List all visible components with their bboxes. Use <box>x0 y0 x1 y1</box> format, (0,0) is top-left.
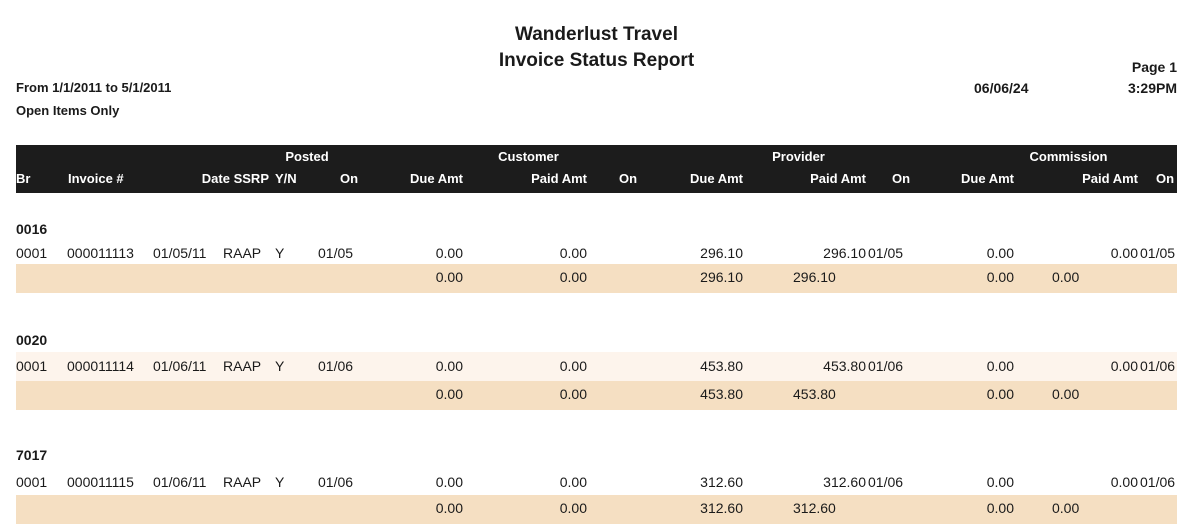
total-customer-due: 0.00 <box>435 500 463 516</box>
total-commission-paid: 0.00 <box>1052 386 1080 402</box>
group-code: 0020 <box>16 332 48 348</box>
col-commission-on: On <box>1156 171 1175 186</box>
col-provider-due: Due Amt <box>690 171 743 186</box>
group-code: 0016 <box>16 221 48 237</box>
col-provider-paid: Paid Amt <box>810 171 866 186</box>
row-invoice: 000011115 <box>67 474 134 490</box>
row-commission-due: 0.00 <box>986 245 1014 261</box>
total-commission-paid: 0.00 <box>1052 500 1080 516</box>
total-provider-due: 312.60 <box>700 500 743 516</box>
row-br: 0001 <box>16 474 48 490</box>
total-provider-due: 296.10 <box>700 269 743 285</box>
row-commission-paid: 0.00 <box>1110 358 1138 374</box>
group-total-row: 0.00 0.00 296.10 296.10 0.00 0.00 <box>16 264 1177 293</box>
row-date: 01/06/11 <box>153 474 207 490</box>
page-number: Page 1 <box>1131 59 1177 75</box>
group-code: 7017 <box>16 447 48 463</box>
filter-label: Open Items Only <box>16 103 120 118</box>
col-customer-paid: Paid Amt <box>531 171 587 186</box>
group-total-row: 0.00 0.00 453.80 453.80 0.00 0.00 <box>16 381 1177 410</box>
col-yn: Y/N <box>275 171 297 186</box>
group-header-posted: Posted <box>285 149 329 164</box>
total-customer-due: 0.00 <box>435 269 463 285</box>
print-time: 3:29PM <box>1127 80 1177 96</box>
group-header-provider: Provider <box>772 149 825 164</box>
row-provider-due: 453.80 <box>700 358 743 374</box>
row-provider-on: 01/05 <box>868 245 904 261</box>
report-title: Invoice Status Report <box>498 50 695 71</box>
total-customer-due: 0.00 <box>435 386 463 402</box>
total-commission-due: 0.00 <box>986 500 1014 516</box>
row-commission-on: 01/06 <box>1140 358 1176 374</box>
row-customer-paid: 0.00 <box>559 474 587 490</box>
col-date-ssrp: Date SSRP <box>201 171 269 186</box>
row-ssrp: RAAP <box>223 474 262 490</box>
total-provider-paid: 453.80 <box>793 386 836 402</box>
total-commission-due: 0.00 <box>986 386 1014 402</box>
total-provider-due: 453.80 <box>700 386 743 402</box>
row-br: 0001 <box>16 245 48 261</box>
row-posted-on: 01/06 <box>318 474 354 490</box>
total-customer-paid: 0.00 <box>559 386 587 402</box>
row-invoice: 000011113 <box>67 245 134 261</box>
row-commission-paid: 0.00 <box>1110 245 1138 261</box>
date-range: From 1/1/2011 to 5/1/2011 <box>16 80 172 95</box>
row-provider-paid: 312.60 <box>823 474 866 490</box>
print-date: 06/06/24 <box>974 80 1029 96</box>
row-provider-paid: 296.10 <box>823 245 866 261</box>
col-br: Br <box>16 171 31 186</box>
total-commission-paid: 0.00 <box>1052 269 1080 285</box>
total-provider-paid: 312.60 <box>793 500 836 516</box>
col-commission-paid: Paid Amt <box>1082 171 1138 186</box>
row-commission-on: 01/05 <box>1140 245 1176 261</box>
company-name: Wanderlust Travel <box>515 24 678 45</box>
row-provider-on: 01/06 <box>868 474 904 490</box>
col-posted-on: On <box>340 171 359 186</box>
col-customer-on: On <box>619 171 638 186</box>
row-posted-yn: Y <box>275 474 285 490</box>
row-br: 0001 <box>16 358 48 374</box>
row-commission-on: 01/06 <box>1140 474 1176 490</box>
col-commission-due: Due Amt <box>961 171 1014 186</box>
row-commission-due: 0.00 <box>986 474 1014 490</box>
row-customer-paid: 0.00 <box>559 358 587 374</box>
total-provider-paid: 296.10 <box>793 269 836 285</box>
row-date: 01/05/11 <box>153 245 207 261</box>
row-posted-yn: Y <box>275 358 285 374</box>
col-customer-due: Due Amt <box>410 171 463 186</box>
row-provider-on: 01/06 <box>868 358 904 374</box>
row-customer-paid: 0.00 <box>559 245 587 261</box>
col-provider-on: On <box>892 171 911 186</box>
row-invoice: 000011114 <box>67 358 134 374</box>
row-provider-due: 312.60 <box>700 474 743 490</box>
row-date: 01/06/11 <box>153 358 207 374</box>
total-commission-due: 0.00 <box>986 269 1014 285</box>
row-posted-on: 01/06 <box>318 358 354 374</box>
row-ssrp: RAAP <box>223 245 262 261</box>
total-customer-paid: 0.00 <box>559 500 587 516</box>
row-commission-paid: 0.00 <box>1110 474 1138 490</box>
row-customer-due: 0.00 <box>435 358 463 374</box>
group-header-customer: Customer <box>498 149 559 164</box>
column-header-bar: Posted Customer Provider Commission Br I… <box>16 145 1177 193</box>
group-header-commission: Commission <box>1029 149 1108 164</box>
row-commission-due: 0.00 <box>986 358 1014 374</box>
table-row: 0001 000011114 01/06/11 RAAP Y 01/06 0.0… <box>16 352 1177 381</box>
col-invoice: Invoice # <box>68 171 124 186</box>
row-provider-due: 296.10 <box>700 245 743 261</box>
row-provider-paid: 453.80 <box>823 358 866 374</box>
row-customer-due: 0.00 <box>435 474 463 490</box>
row-ssrp: RAAP <box>223 358 262 374</box>
total-customer-paid: 0.00 <box>559 269 587 285</box>
group-total-row: 0.00 0.00 312.60 312.60 0.00 0.00 <box>16 495 1177 524</box>
row-customer-due: 0.00 <box>435 245 463 261</box>
row-posted-on: 01/05 <box>318 245 354 261</box>
row-posted-yn: Y <box>275 245 285 261</box>
